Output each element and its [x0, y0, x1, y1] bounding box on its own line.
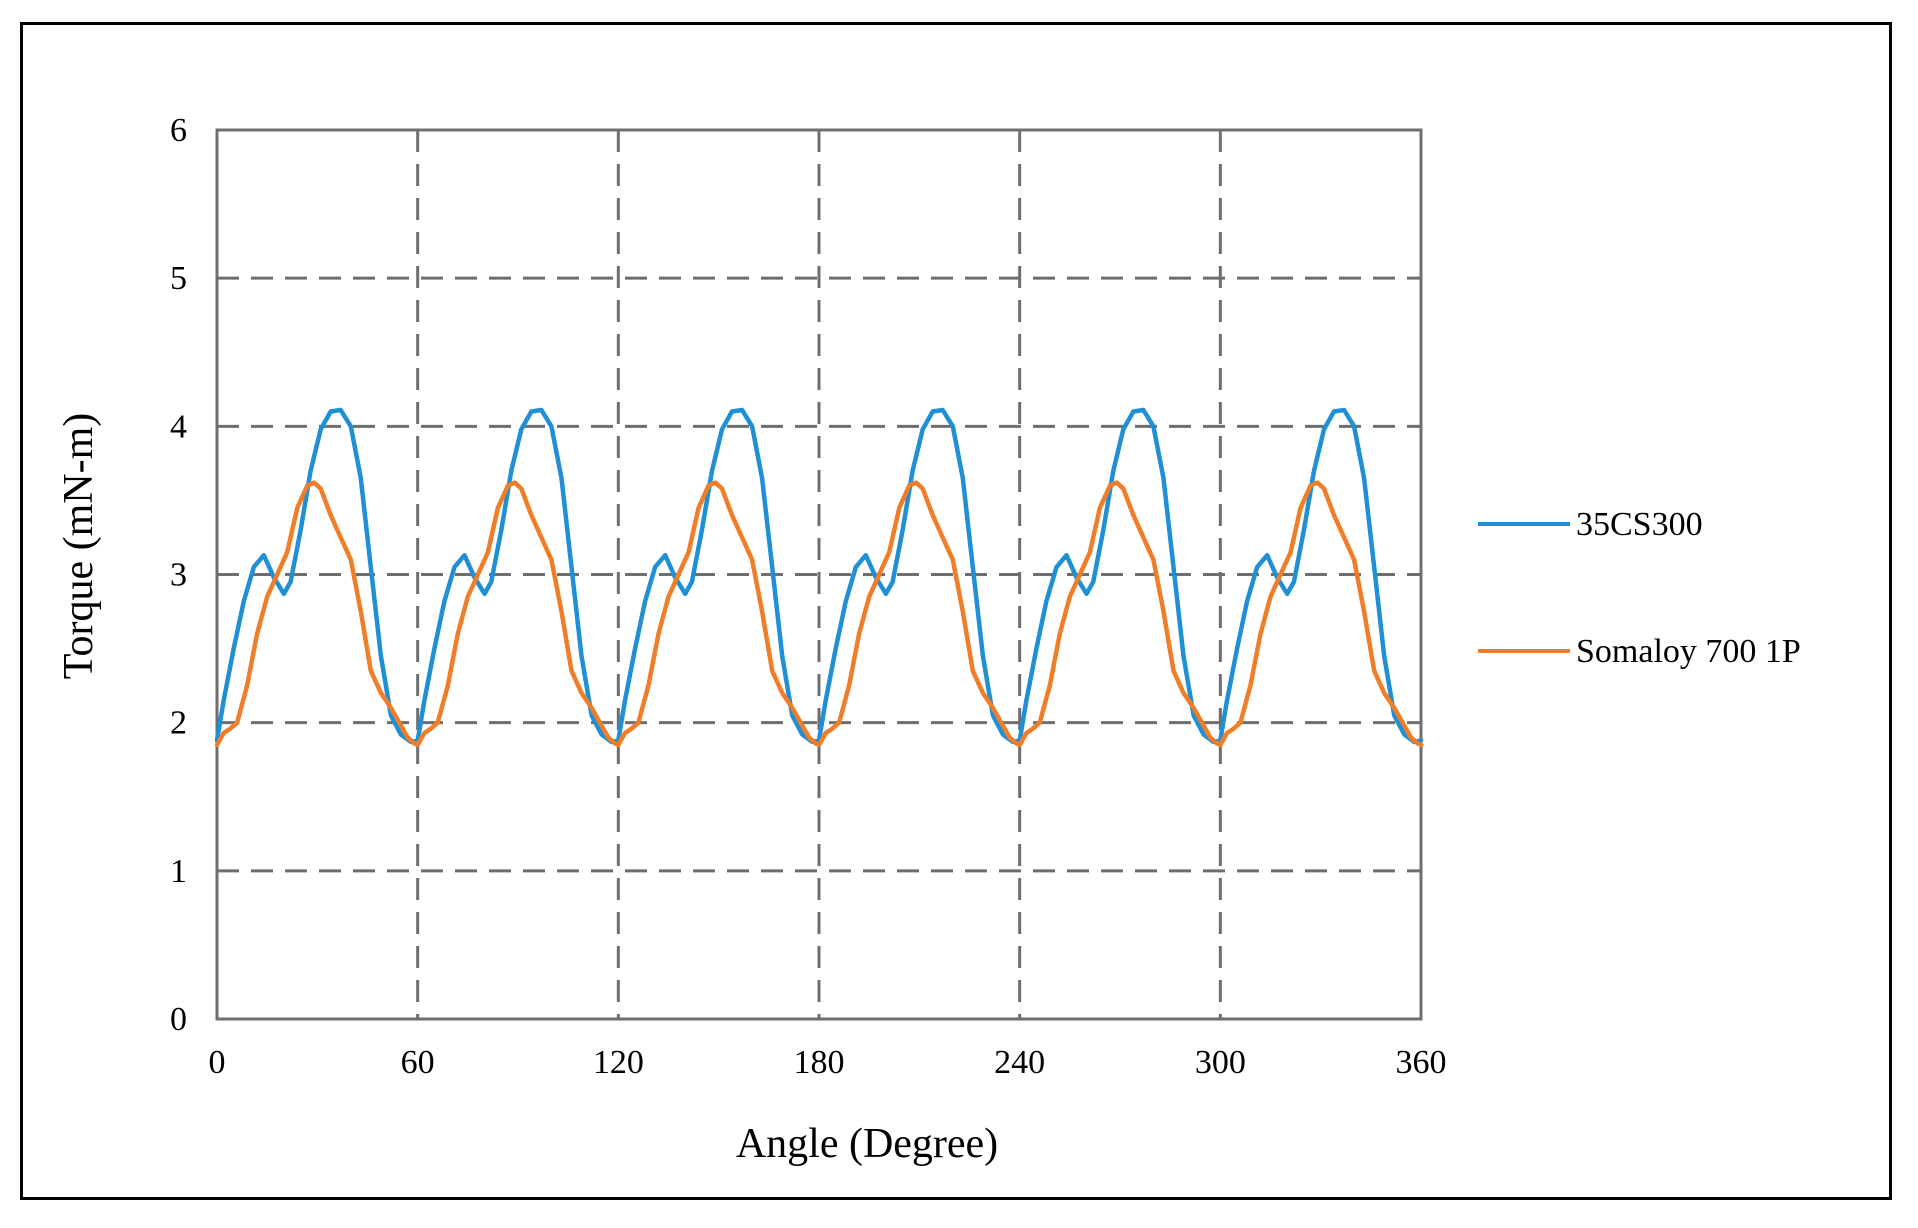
x-tick-label-240: 240 — [994, 1044, 1045, 1081]
y-tick-label-3: 3 — [170, 557, 187, 594]
plot-border — [215, 128, 1423, 1021]
y-tick-label-2: 2 — [170, 705, 187, 742]
y-tick-label-4: 4 — [170, 408, 187, 445]
series-line-1 — [214, 480, 1424, 748]
y-axis-title: Torque (mN-m) — [56, 413, 102, 679]
series-lines — [214, 407, 1424, 748]
plot-area — [215, 128, 1423, 1021]
y-tick-label-5: 5 — [170, 260, 187, 297]
legend-label-35cs300: 35CS300 — [1576, 506, 1703, 543]
legend-label-somaloy: Somaloy 700 1P — [1576, 633, 1801, 670]
x-tick-label-300: 300 — [1195, 1044, 1246, 1081]
chart-frame — [20, 22, 1892, 1200]
x-tick-label-180: 180 — [794, 1044, 845, 1081]
x-axis-title: Angle (Degree) — [736, 1121, 998, 1167]
y-tick-label-6: 6 — [170, 112, 187, 149]
x-tick-label-60: 60 — [401, 1044, 435, 1081]
x-tick-label-120: 120 — [593, 1044, 644, 1081]
x-tick-label-360: 360 — [1396, 1044, 1447, 1081]
y-tick-label-0: 0 — [170, 1001, 187, 1038]
x-tick-label-0: 0 — [209, 1044, 226, 1081]
legend: 35CS300 Somaloy 700 1P — [1478, 506, 1801, 670]
y-tick-label-1: 1 — [170, 853, 187, 890]
grid-lines — [217, 130, 1421, 1019]
